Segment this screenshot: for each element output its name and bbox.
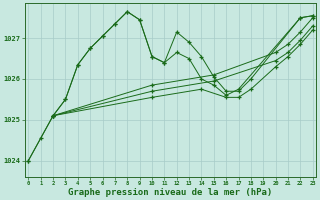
- X-axis label: Graphe pression niveau de la mer (hPa): Graphe pression niveau de la mer (hPa): [68, 188, 273, 197]
